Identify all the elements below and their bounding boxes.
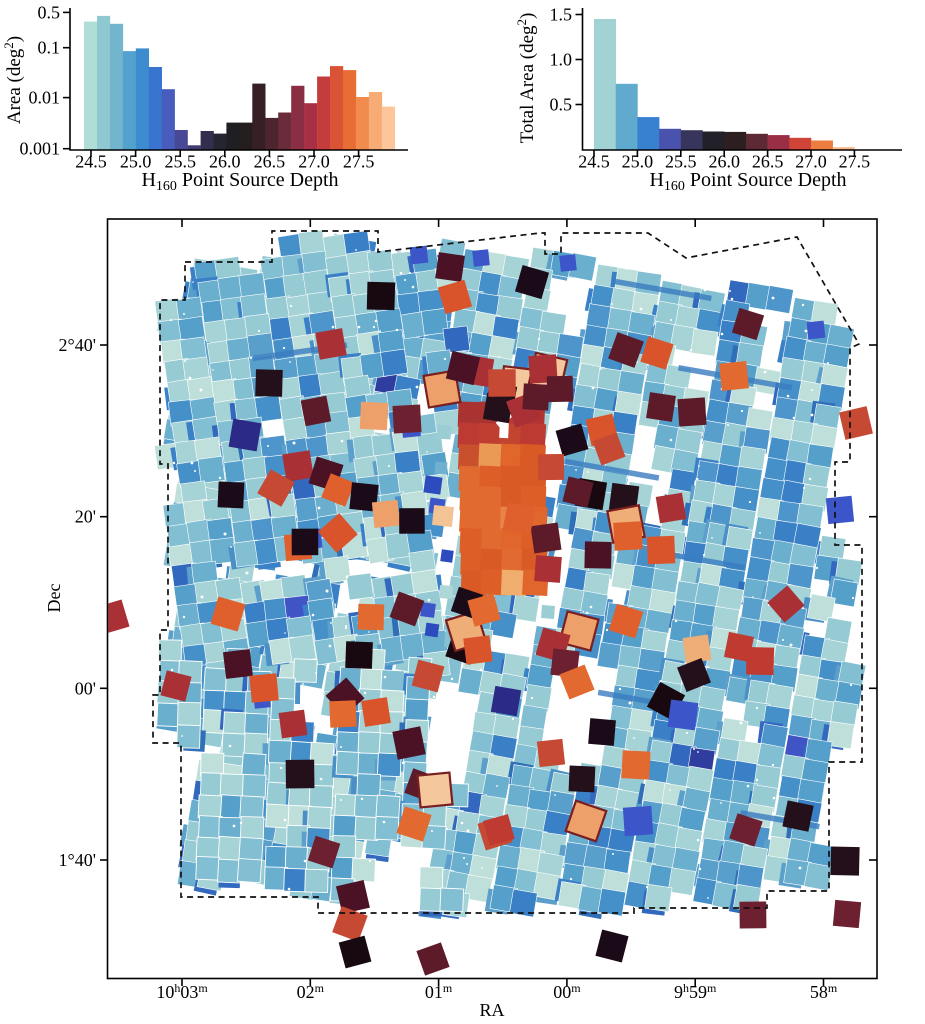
svg-text:25.0: 25.0 xyxy=(622,152,654,172)
svg-text:1.0: 1.0 xyxy=(550,50,573,70)
svg-text:27.5: 27.5 xyxy=(839,152,871,172)
svg-text:26.5: 26.5 xyxy=(254,152,286,172)
svg-text:25.5: 25.5 xyxy=(164,152,196,172)
svg-text:Dec: Dec xyxy=(44,584,64,613)
svg-text:Total Area (deg2): Total Area (deg2) xyxy=(514,13,538,144)
svg-text:Area (deg2): Area (deg2) xyxy=(1,36,25,124)
svg-text:27.0: 27.0 xyxy=(298,152,330,172)
svg-text:26.0: 26.0 xyxy=(708,152,740,172)
svg-text:0.5: 0.5 xyxy=(550,95,573,115)
svg-text:0.01: 0.01 xyxy=(29,88,61,108)
svg-text:26.5: 26.5 xyxy=(752,152,784,172)
svg-text:00': 00' xyxy=(75,678,96,698)
svg-text:0.1: 0.1 xyxy=(38,38,61,58)
svg-text:25.5: 25.5 xyxy=(665,152,697,172)
svg-text:1°40': 1°40' xyxy=(59,850,96,870)
svg-text:24.5: 24.5 xyxy=(75,152,107,172)
svg-text:2°40': 2°40' xyxy=(59,335,96,355)
svg-text:RA: RA xyxy=(479,1000,504,1020)
svg-text:1.5: 1.5 xyxy=(550,5,573,25)
svg-text:24.5: 24.5 xyxy=(578,152,610,172)
svg-text:25.0: 25.0 xyxy=(120,152,152,172)
svg-text:10h03m: 10h03m xyxy=(156,981,208,1002)
svg-text:26.0: 26.0 xyxy=(209,152,241,172)
svg-text:0.001: 0.001 xyxy=(20,139,61,159)
svg-text:0.5: 0.5 xyxy=(38,2,61,22)
svg-text:20': 20' xyxy=(75,507,96,527)
svg-text:27.5: 27.5 xyxy=(343,152,375,172)
svg-text:27.0: 27.0 xyxy=(795,152,827,172)
